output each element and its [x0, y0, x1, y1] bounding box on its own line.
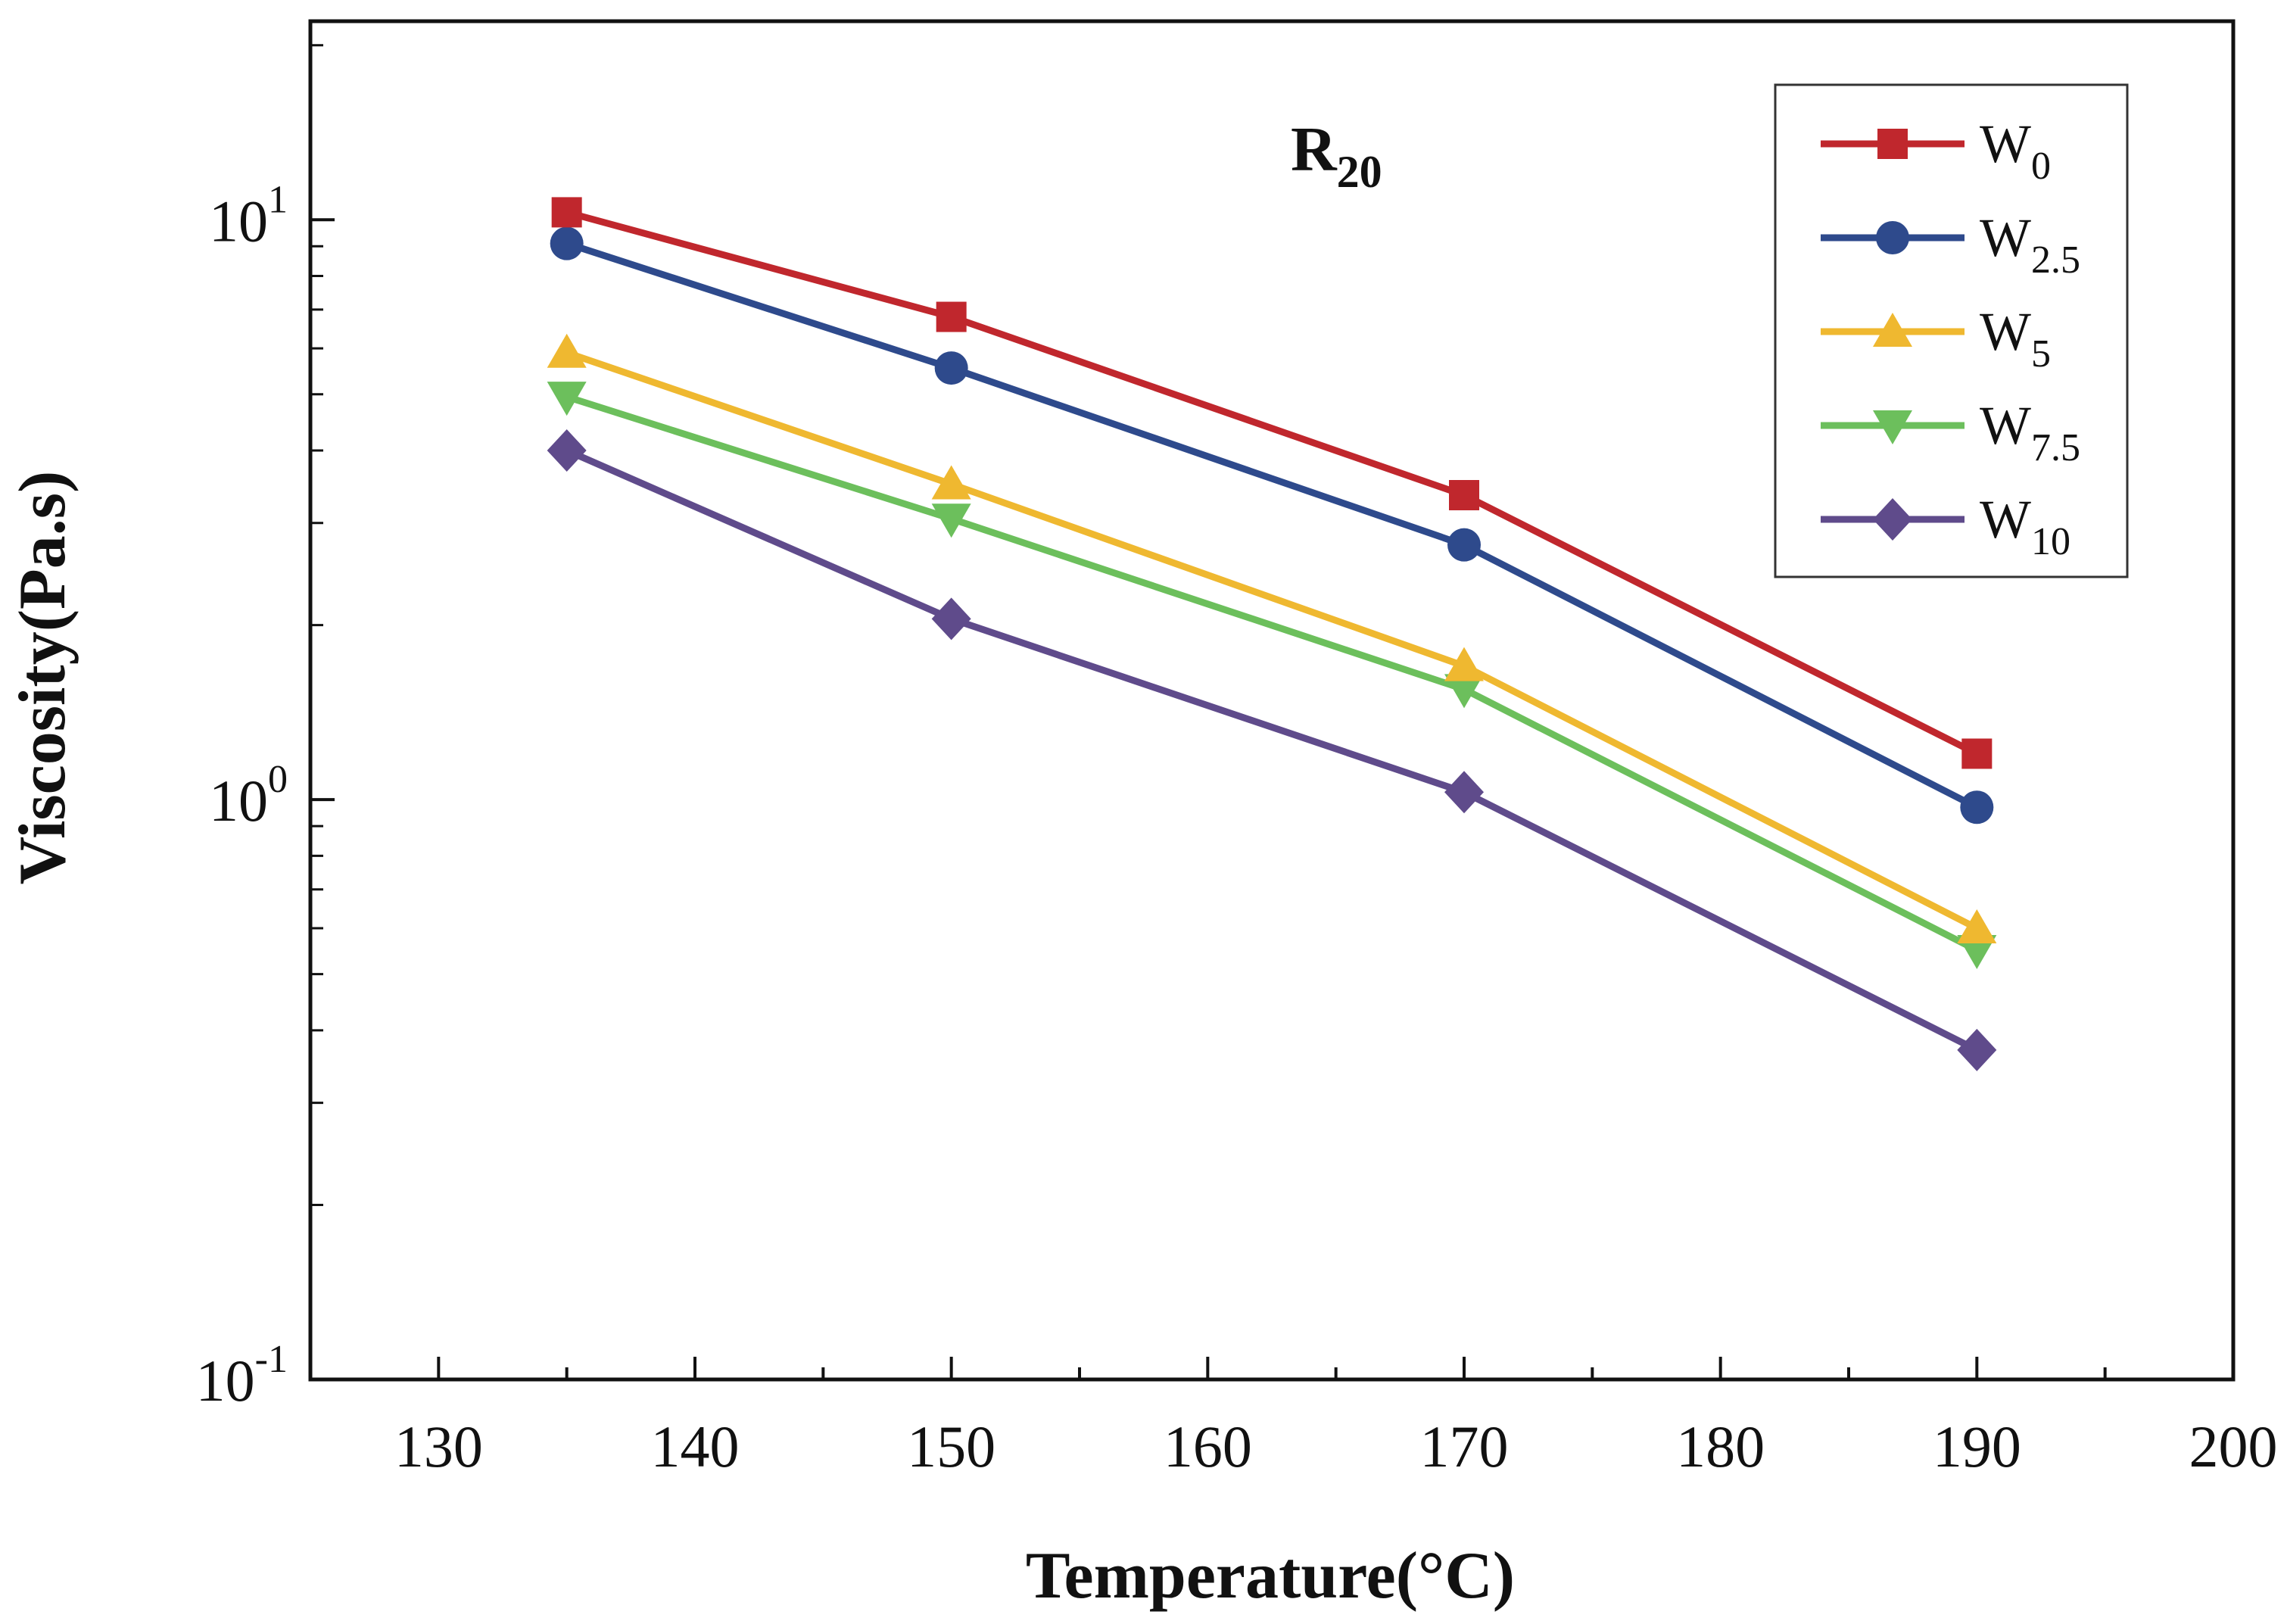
data-point-w75	[1957, 934, 1997, 969]
data-point-w5	[1957, 909, 1997, 944]
x-tick-label: 130	[394, 1414, 483, 1479]
data-point-w5	[1444, 647, 1484, 681]
series-w25	[550, 226, 1994, 824]
data-point-w10	[931, 597, 971, 641]
chart-annotation-sub: 20	[1337, 147, 1382, 197]
legend-marker-w75	[1873, 410, 1912, 444]
legend-marker-w0	[1877, 129, 1908, 159]
series-line-w5	[566, 349, 1979, 932]
chart-annotation: R20	[1291, 114, 1382, 197]
x-tick-label: 190	[1933, 1414, 2021, 1479]
legend-marker-w25	[1876, 221, 1909, 254]
series-w0	[551, 197, 1993, 769]
x-tick-label: 150	[907, 1414, 995, 1479]
data-point-w5	[547, 333, 587, 368]
plot-area	[308, 19, 2236, 1382]
series-layer	[547, 197, 1997, 1071]
legend-label-w5: W5	[1980, 301, 2051, 376]
legend-label-w10: W10	[1980, 489, 2070, 563]
axes-layer: 130 140 150 160 170 180 190 200 10-1 100 101	[196, 44, 2278, 1479]
data-point-w25	[1447, 528, 1481, 562]
x-axis-title: Temperature(°C)	[1026, 1539, 1515, 1613]
series-line-w25	[566, 240, 1979, 811]
data-point-w75	[1444, 674, 1484, 709]
data-point-w10	[1444, 771, 1484, 814]
y-tick-label: 10-1	[196, 1338, 288, 1414]
plot-frame	[308, 19, 2236, 1382]
legend-item-w75: W7.5	[1821, 395, 2080, 469]
chart-annotation-base: R	[1291, 114, 1338, 185]
legend-item-w25: W2.5	[1821, 207, 2080, 282]
x-tick-label: 200	[2189, 1414, 2278, 1479]
data-point-w10	[547, 429, 587, 472]
legend: W0 W2.5 W5 W7.5 W10	[1774, 83, 2129, 578]
series-w10	[547, 429, 1997, 1071]
legend-marker-w5	[1873, 313, 1912, 347]
legend-item-w5: W5	[1821, 301, 2051, 376]
x-tick-label: 140	[651, 1414, 740, 1479]
legend-item-w0: W0	[1821, 114, 2051, 188]
series-w5	[547, 333, 1997, 944]
y-tick-label: 100	[209, 758, 288, 834]
legend-label-w25: W2.5	[1980, 207, 2080, 282]
data-point-w0	[1961, 738, 1993, 769]
data-point-w0	[936, 301, 967, 332]
legend-label-w0: W0	[1980, 114, 2051, 188]
series-line-w75	[566, 393, 1979, 954]
legend-item-w10: W10	[1821, 489, 2070, 563]
series-line-w10	[565, 447, 1979, 1053]
data-point-w5	[931, 465, 971, 500]
data-point-w0	[551, 197, 582, 228]
data-point-w0	[1449, 480, 1479, 511]
legend-label-w75: W7.5	[1980, 395, 2080, 469]
data-point-w75	[547, 382, 587, 416]
data-point-w75	[931, 503, 971, 538]
y-tick-label: 101	[209, 178, 288, 254]
x-tick-label: 170	[1420, 1414, 1509, 1479]
series-line-w0	[566, 209, 1979, 757]
data-point-w25	[1960, 790, 1994, 824]
x-tick-label: 180	[1676, 1414, 1765, 1479]
data-point-w25	[550, 226, 584, 260]
series-w75	[547, 382, 1997, 969]
x-tick-label: 160	[1164, 1414, 1252, 1479]
y-axis-title: Viscosity(Pa.s)	[6, 471, 79, 885]
data-point-w25	[934, 351, 968, 385]
data-point-w10	[1957, 1028, 1997, 1071]
legend-marker-w10	[1873, 498, 1912, 541]
